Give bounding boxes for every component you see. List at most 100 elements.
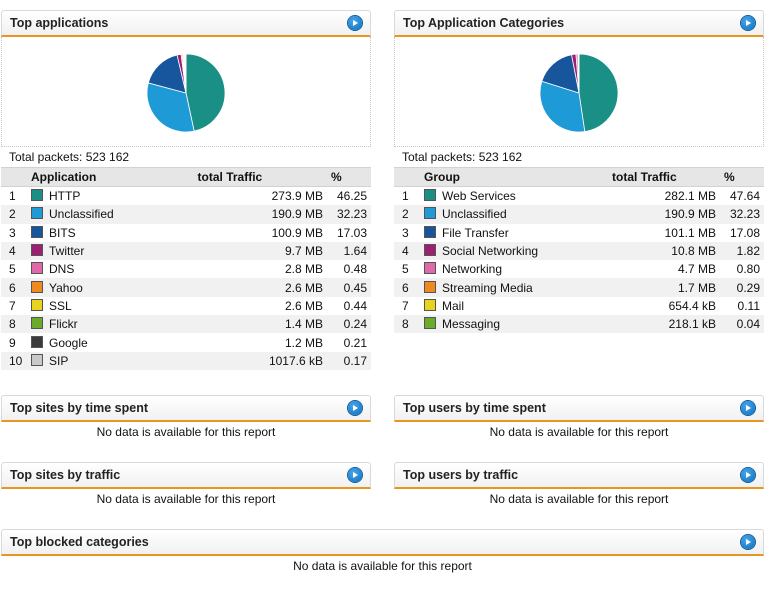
no-data-message: No data is available for this report	[489, 492, 669, 506]
row-name: Unclassified	[442, 207, 507, 222]
color-swatch-icon	[424, 262, 436, 275]
top-users-time-panel: Top users by time spent No data is avail…	[394, 395, 764, 441]
row-percent: 32.23	[720, 205, 764, 224]
color-swatch-icon	[31, 262, 43, 275]
categories-pie-chart	[539, 53, 619, 133]
percent-header: %	[327, 167, 371, 187]
table-header-row: Application total Traffic %	[1, 167, 371, 187]
color-swatch-icon	[424, 189, 436, 202]
color-swatch-icon	[31, 244, 43, 257]
row-traffic: 4.7 MB	[677, 262, 716, 277]
row-traffic: 100.9 MB	[271, 225, 323, 240]
row-label-cell: Unclassified	[27, 205, 194, 224]
row-index: 1	[9, 189, 16, 204]
color-swatch-icon	[31, 207, 43, 220]
color-swatch-icon	[31, 298, 43, 311]
panel-title: Top users by traffic	[403, 468, 519, 482]
row-traffic: 101.1 MB	[664, 225, 716, 240]
panel-header: Top sites by traffic	[1, 462, 371, 489]
row-index: 3	[402, 225, 409, 240]
index-header	[1, 167, 27, 187]
go-arrow-icon[interactable]	[741, 468, 755, 482]
pie-slice-web-services	[578, 53, 619, 133]
row-name: Unclassified	[49, 207, 114, 222]
row-traffic: 218.1 kB	[608, 315, 720, 334]
row-percent: 0.48	[343, 262, 367, 277]
row-index: 5	[402, 262, 409, 277]
applications-table-body: 1 HTTP 273.9 MB 46.25 2 Unclassified 190.9 MB 3…	[1, 187, 371, 370]
panel-title: Top applications	[10, 16, 109, 30]
no-data-message: No data is available for this report	[489, 425, 669, 439]
pie-slice-unclassified	[539, 80, 586, 133]
row-index: 2	[394, 205, 420, 224]
category-row: 1 Web Services 282.1 MB 47.64	[394, 187, 764, 206]
go-arrow-icon[interactable]	[741, 401, 755, 415]
go-arrow-icon[interactable]	[348, 468, 362, 482]
category-row: 5 Networking 4.7 MB 0.80	[394, 260, 764, 278]
top-categories-panel: Top Application Categories Total packets…	[394, 10, 764, 334]
table-header-row: Group total Traffic %	[394, 167, 764, 187]
category-row: 6 Streaming Media 1.7 MB 0.29	[394, 278, 764, 297]
application-row: 8 Flickr 1.4 MB 0.24	[1, 315, 371, 334]
row-percent: 32.23	[327, 205, 371, 224]
row-label-cell: Twitter	[27, 241, 194, 261]
row-label-cell: DNS	[27, 260, 194, 278]
row-percent: 0.45	[327, 278, 371, 297]
row-label-cell: Messaging	[420, 315, 609, 334]
color-swatch-icon	[424, 207, 436, 220]
panel-title: Top sites by traffic	[10, 468, 121, 482]
row-traffic: 1.7 MB	[608, 278, 720, 297]
panel-header: Top users by time spent	[394, 395, 764, 422]
row-percent: 1.82	[720, 241, 764, 261]
row-label-cell: Networking	[420, 260, 608, 278]
row-index: 9	[9, 335, 16, 350]
row-label-cell: BITS	[27, 224, 194, 242]
row-label-cell: Social Networking	[420, 241, 609, 261]
color-swatch-icon	[31, 189, 43, 202]
application-row: 7 SSL 2.6 MB 0.44	[1, 297, 371, 315]
color-swatch-icon	[31, 225, 43, 238]
categories-table: Group total Traffic % 1 Web Services 282.1…	[394, 167, 764, 334]
percent-header: %	[720, 167, 764, 187]
row-index: 2	[1, 205, 27, 224]
go-arrow-icon[interactable]	[741, 535, 755, 549]
row-traffic: 190.9 MB	[608, 205, 720, 224]
row-percent: 17.08	[729, 225, 760, 240]
row-name: Flickr	[49, 317, 78, 332]
application-row: 5 DNS 2.8 MB 0.48	[1, 260, 371, 278]
row-index: 4	[1, 241, 27, 261]
row-name: Streaming Media	[442, 280, 533, 295]
color-swatch-icon	[424, 280, 436, 293]
color-swatch-icon	[31, 317, 43, 330]
row-traffic: 654.4 kB	[668, 298, 716, 313]
row-traffic: 1017.6 kB	[193, 351, 327, 370]
row-name: Web Services	[442, 189, 516, 204]
pie-slice-file-transfer	[541, 54, 580, 94]
row-traffic: 2.6 MB	[193, 278, 327, 297]
go-arrow-icon[interactable]	[741, 16, 755, 30]
row-index: 4	[394, 241, 420, 261]
application-row: 10 SIP 1017.6 kB 0.17	[1, 351, 371, 370]
row-label-cell: Mail	[420, 297, 608, 315]
pie-slice-http	[185, 53, 226, 132]
application-row: 6 Yahoo 2.6 MB 0.45	[1, 278, 371, 297]
go-arrow-icon[interactable]	[348, 16, 362, 30]
row-name: Networking	[442, 262, 503, 277]
row-name: BITS	[49, 225, 76, 240]
row-percent: 0.80	[736, 262, 760, 277]
color-swatch-icon	[31, 335, 43, 348]
row-index: 6	[394, 278, 420, 297]
row-index: 1	[402, 189, 409, 204]
row-name: Yahoo	[49, 280, 83, 295]
row-name: Mail	[442, 298, 465, 313]
row-name: File Transfer	[442, 225, 509, 240]
application-row: 4 Twitter 9.7 MB 1.64	[1, 241, 371, 261]
row-traffic: 190.9 MB	[193, 205, 327, 224]
panel-header: Top sites by time spent	[1, 395, 371, 422]
category-row: 4 Social Networking 10.8 MB 1.82	[394, 241, 764, 261]
no-data-message: No data is available for this report	[293, 559, 472, 573]
total-packets: Total packets: 523 162	[402, 150, 523, 164]
go-arrow-icon[interactable]	[348, 401, 362, 415]
no-data-message: No data is available for this report	[96, 492, 276, 506]
row-percent: 0.17	[327, 351, 371, 370]
